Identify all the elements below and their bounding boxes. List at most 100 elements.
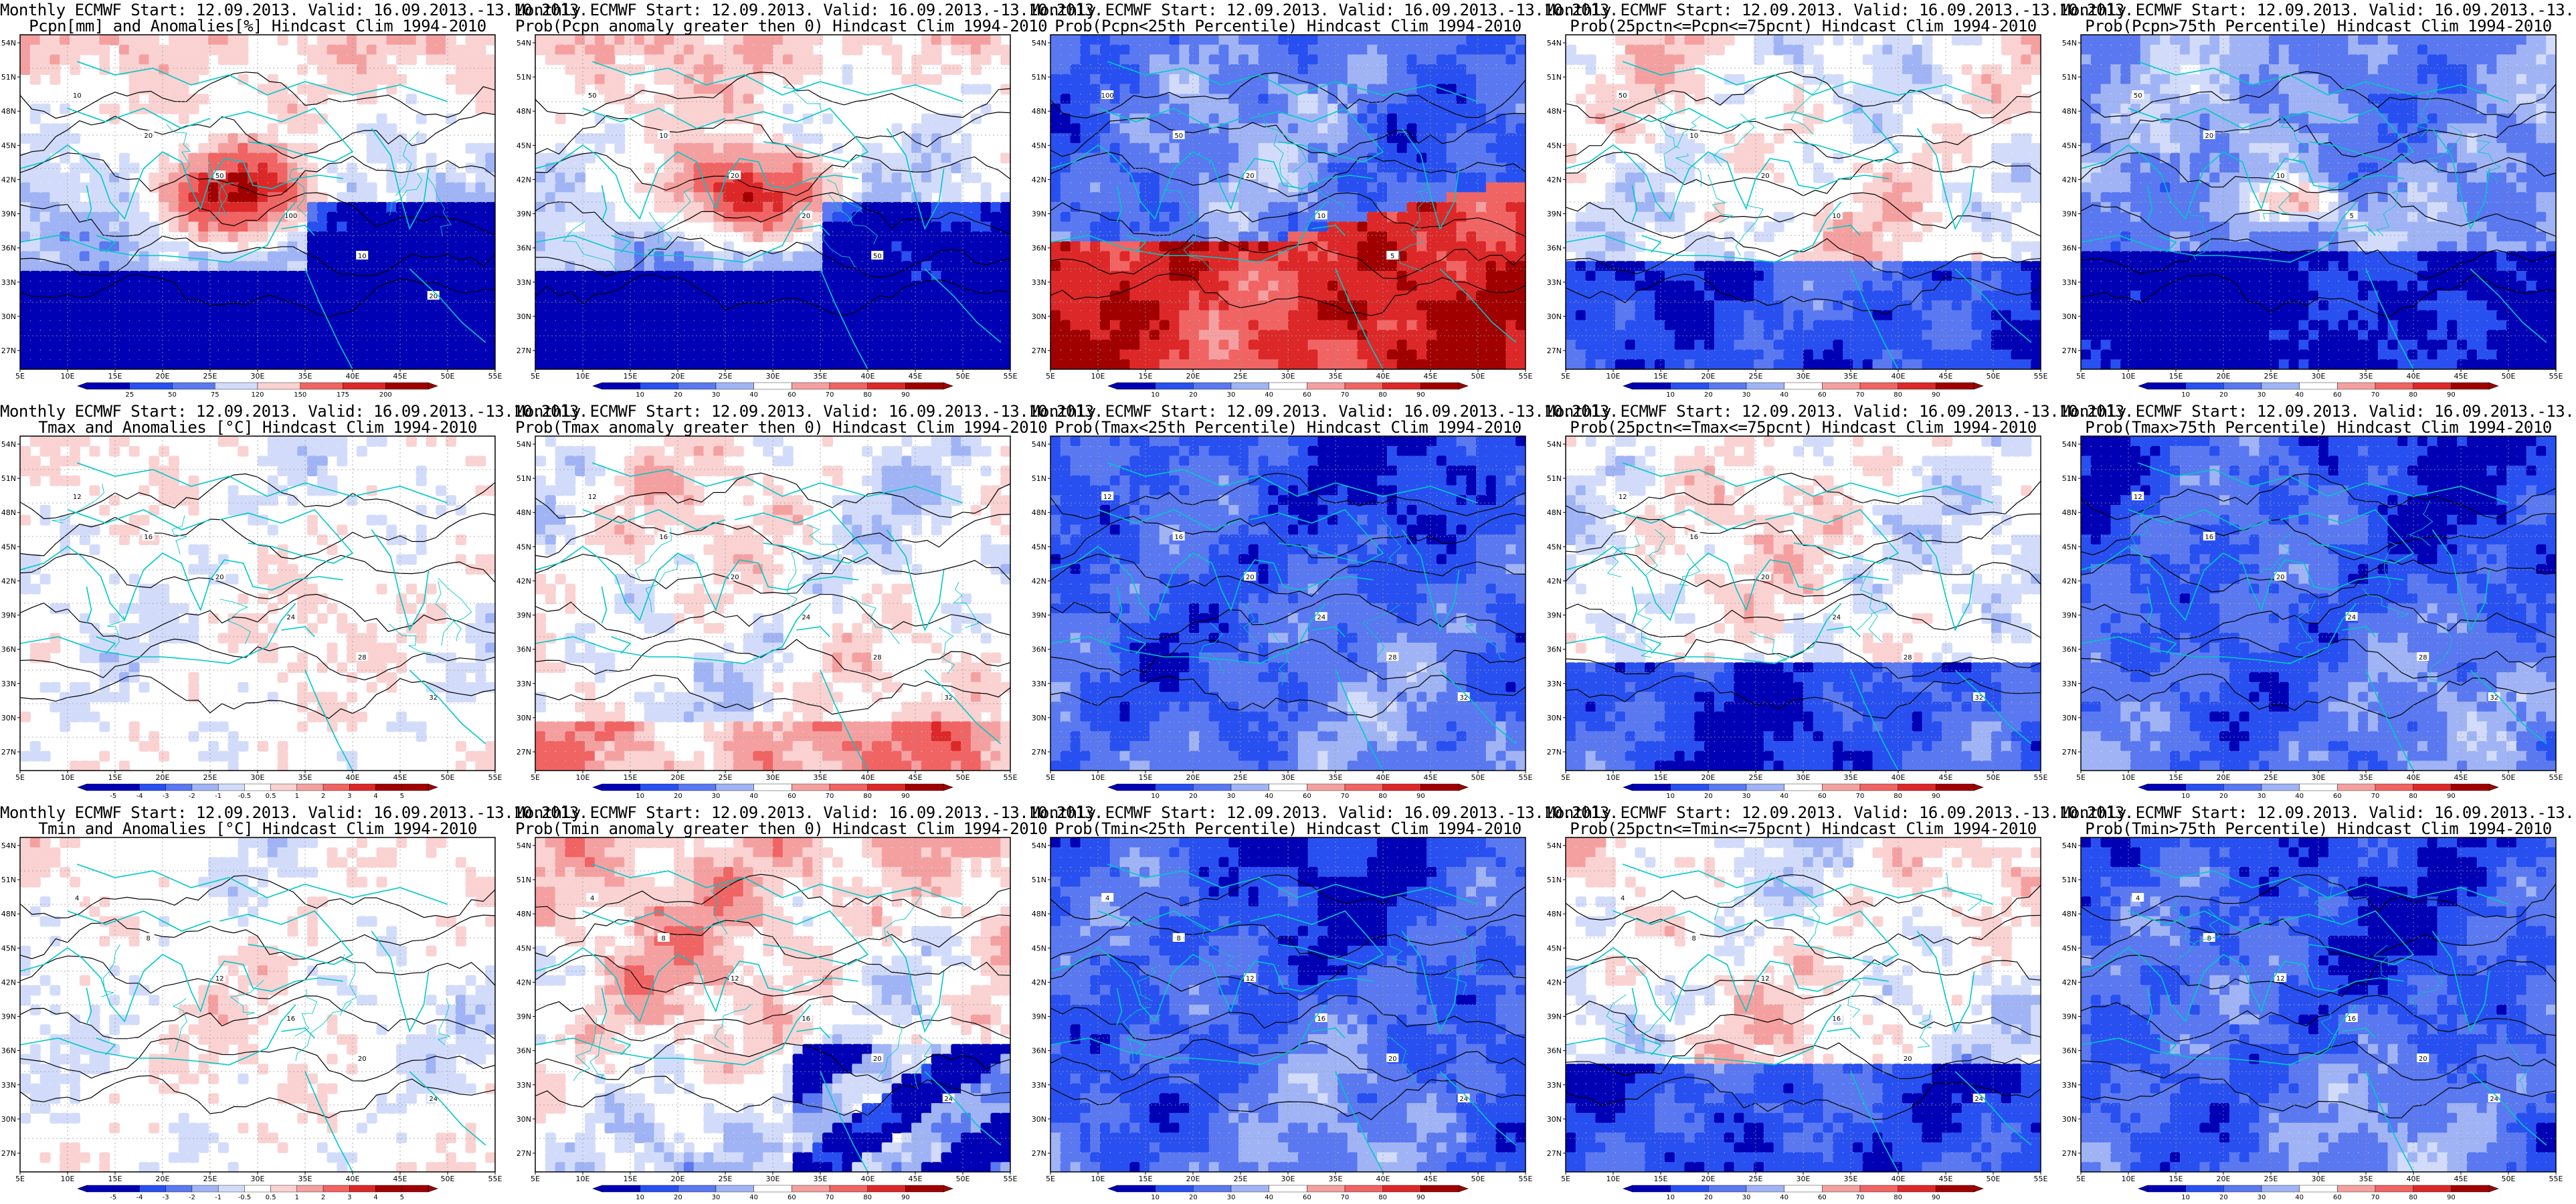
x-tick-label: 55E [1519, 1175, 1533, 1183]
colorbar-label: 90 [1416, 1194, 1425, 1201]
x-tick-label: 55E [488, 372, 502, 381]
contour-label: 12 [588, 494, 597, 501]
y-tick-label: 45N [517, 944, 531, 952]
x-tick-label: 25E [719, 1175, 733, 1183]
x-tick-label: 45E [1939, 1175, 1953, 1183]
y-tick-label: 36N [1, 645, 16, 654]
x-tick-label: 15E [624, 372, 638, 381]
y-tick-label: 54N [1547, 440, 1562, 449]
y-tick-label: 51N [1547, 474, 1562, 483]
contour-label: 24 [286, 614, 295, 621]
contour-label: 10 [1689, 132, 1698, 140]
graticule [1050, 436, 1526, 771]
axis-labels: 5E 10E 15E 20E 25E 30E 35E 40E 45E 50E 55E 54N 51N 48… [517, 39, 1018, 381]
y-tick-label: 27N [517, 346, 531, 355]
y-tick-label: 42N [2062, 577, 2077, 585]
x-tick-label: 40E [1892, 773, 1906, 782]
colorbar-label: 90 [1416, 793, 1425, 800]
y-tick-label: 33N [1547, 1081, 1562, 1090]
contour-label: 10 [2276, 173, 2285, 180]
contour-label: 24 [429, 1096, 438, 1103]
coastlines [535, 864, 1002, 1172]
x-tick-label: 20E [156, 1175, 170, 1183]
panel-title-line2: Prob(25pctn<=Tmax<=75pcnt) Hindcast Clim… [1546, 419, 2061, 436]
x-tick-label: 5E [15, 773, 25, 782]
contour-label: 4 [1105, 895, 1109, 902]
panel-title-line2: Tmin and Anomalies [°C] Hindcast Clim 19… [0, 820, 515, 837]
y-tick-label: 54N [1, 39, 16, 47]
y-tick-label: 30N [2062, 312, 2077, 321]
x-tick-label: 40E [2407, 1175, 2421, 1183]
axis-labels: 5E 10E 15E 20E 25E 30E 35E 40E 45E 50E 55E 54N 51N 48… [2062, 440, 2563, 782]
colorbar-label: 60 [788, 793, 796, 800]
coastlines [535, 61, 1002, 369]
y-tick-label: 36N [2062, 244, 2077, 253]
y-tick-label: 45N [2062, 944, 2077, 952]
graticule [1050, 35, 1526, 369]
colorbar-label: -0.5 [238, 1194, 252, 1201]
y-tick-label: 36N [2062, 1047, 2077, 1056]
panel-title-line1: Monthly ECMWF Start: 12.09.2013. Valid: … [515, 403, 1103, 420]
x-tick-label: 10E [2122, 773, 2136, 782]
colorbar-label: 40 [749, 793, 758, 800]
x-tick-label: 5E [1561, 1175, 1570, 1183]
y-tick-label: 27N [1032, 346, 1046, 355]
colorbar-label: 25 [125, 391, 134, 399]
colorbar-label: 70 [826, 391, 834, 399]
colorbar-label: 80 [1894, 391, 1902, 399]
map-plot: 4 8 12 16 20 24 5E 10E 15E 20E 25E 30E 35E 40E 45E 50E 5… [1032, 837, 1533, 1201]
y-tick-label: 48N [1032, 910, 1046, 918]
x-tick-label: 55E [2034, 1175, 2048, 1183]
axis-labels: 5E 10E 15E 20E 25E 30E 35E 40E 45E 50E 55E 54N 51N 48… [1032, 440, 1533, 782]
panel-title-line2: Pcpn[mm] and Anomalies[%] Hindcast Clim … [0, 17, 515, 35]
x-tick-label: 20E [671, 1175, 685, 1183]
x-tick-label: 50E [1987, 1175, 2001, 1183]
contour-label: 20 [2205, 132, 2213, 140]
x-tick-label: 15E [2169, 1175, 2183, 1183]
colorbar-label: 80 [1378, 793, 1387, 800]
contour-label: 16 [2205, 534, 2213, 541]
x-tick-label: 15E [2169, 372, 2183, 381]
graticule [535, 837, 1010, 1172]
panel-title-line1: Monthly ECMWF Start: 12.09.2013. Valid: … [0, 403, 588, 420]
x-tick-label: 50E [956, 372, 970, 381]
y-tick-label: 33N [517, 1081, 531, 1090]
contour-label: 100 [284, 213, 297, 220]
contour-label: 20 [1904, 1056, 1912, 1063]
colorbar-label: 30 [1227, 1194, 1236, 1201]
colorbar-label: 30 [2258, 793, 2266, 800]
colorbar-label: 30 [1742, 793, 1751, 800]
colorbar-label: 1 [295, 793, 299, 800]
shaded-field: 50 10 20 10 [1566, 35, 2041, 369]
colorbar-label: 70 [2371, 1194, 2380, 1201]
contour-label: 4 [2136, 895, 2140, 902]
colorbar-label: -4 [136, 793, 143, 800]
y-tick-label: 39N [517, 1013, 531, 1021]
x-tick-label: 35E [298, 1175, 312, 1183]
x-tick-label: 10E [61, 1175, 75, 1183]
panel-title-line2: Prob(Pcpn anomaly greater then 0) Hindca… [515, 17, 1048, 35]
colorbar-label: 70 [1341, 1194, 1350, 1201]
contour-label: 4 [1621, 895, 1625, 902]
contour-label: 24 [802, 614, 810, 621]
colorbar-label: 80 [863, 391, 872, 399]
y-tick-label: 45N [2062, 141, 2077, 150]
x-tick-label: 10E [1606, 372, 1621, 381]
x-tick-label: 5E [531, 1175, 540, 1183]
y-tick-label: 51N [517, 474, 531, 483]
y-tick-label: 54N [1, 841, 16, 850]
y-tick-label: 39N [517, 210, 531, 219]
y-tick-label: 39N [2062, 210, 2077, 219]
graticule [20, 436, 495, 771]
coastlines [1566, 462, 2032, 771]
panel-title-line1: Monthly ECMWF Start: 12.09.2013. Valid: … [2061, 1, 2576, 19]
y-tick-label: 48N [1547, 910, 1562, 918]
colorbar-label: 70 [1856, 793, 1865, 800]
contour-label: 12 [2134, 494, 2142, 501]
x-tick-label: 50E [1987, 773, 2001, 782]
contour-label: 24 [2490, 1096, 2498, 1103]
contour-label: 12 [1246, 975, 1255, 983]
panel-title-line2: Prob(Pcpn<25th Percentile) Hindcast Clim… [1030, 17, 1546, 35]
x-tick-label: 50E [441, 773, 455, 782]
